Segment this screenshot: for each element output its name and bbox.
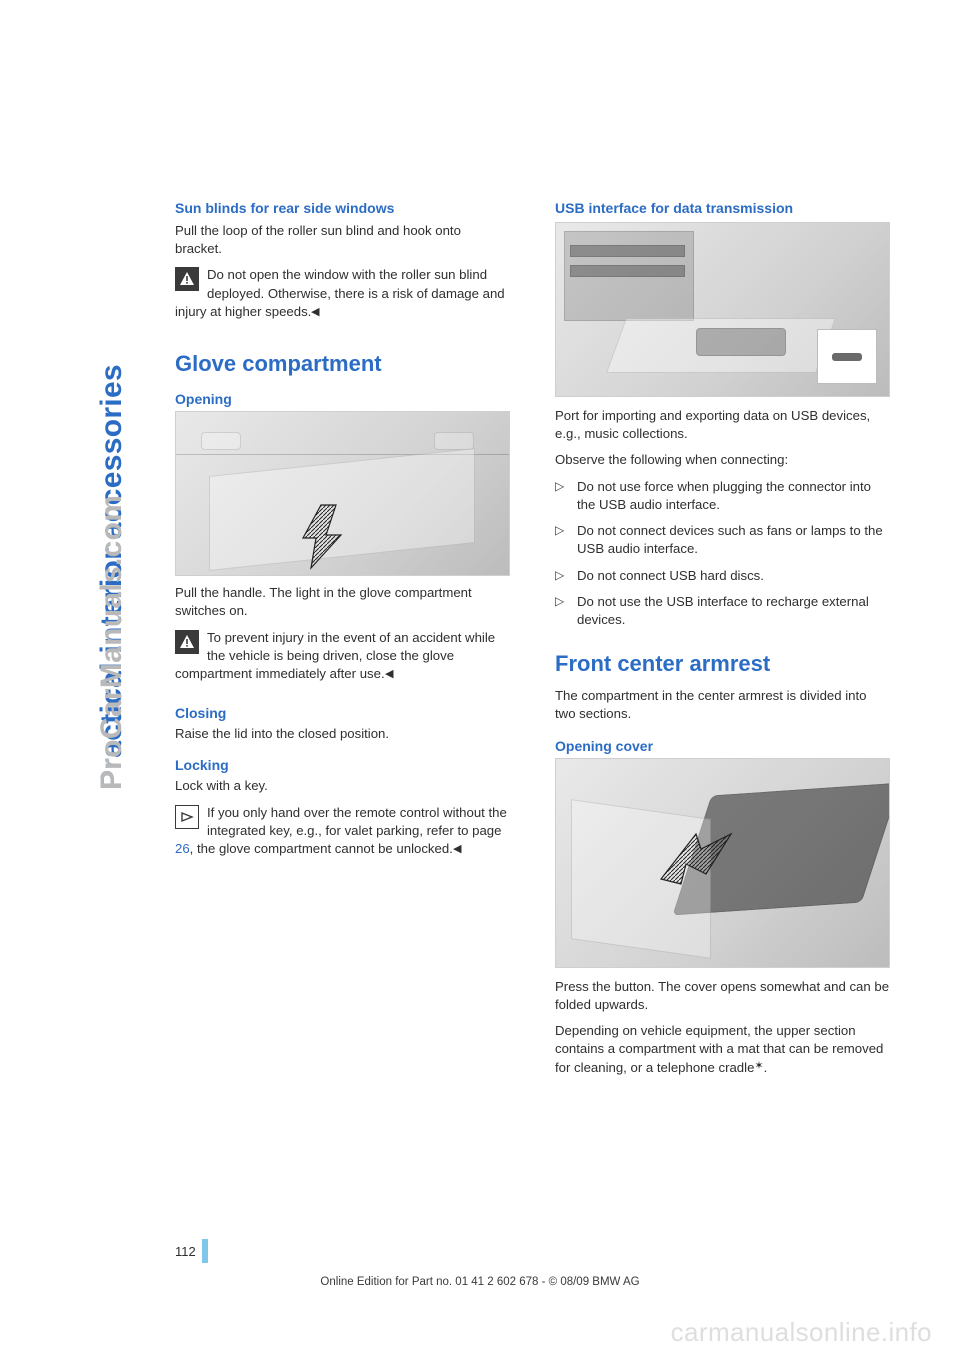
footnote-star: ✶: [754, 1060, 763, 1072]
heading-sun-blinds: Sun blinds for rear side windows: [175, 200, 510, 216]
page-number-bar: [202, 1239, 208, 1263]
warning-glove-span: To prevent injury in the event of an acc…: [175, 630, 495, 681]
usb-bullet: Do not use force when plugging the conne…: [555, 478, 890, 514]
section-side-label: Practical interior accessories ProCarMan…: [95, 364, 129, 790]
figure-usb-interface: [555, 222, 890, 397]
armrest-p1: The compartment in the center armrest is…: [555, 687, 890, 723]
right-column: USB interface for data transmission Port…: [555, 200, 890, 1085]
warning-sun-blinds: Do not open the window with the roller s…: [175, 266, 510, 329]
side-watermark: ProCarManuals.com: [95, 495, 129, 790]
locking-body: Lock with a key.: [175, 777, 510, 795]
end-marker: ▶: [385, 667, 393, 682]
end-marker: ▶: [453, 842, 461, 857]
heading-glove-compartment: Glove compartment: [175, 351, 510, 377]
warning-sun-blinds-text: Do not open the window with the roller s…: [175, 266, 510, 321]
armrest-p2: Press the button. The cover opens somewh…: [555, 978, 890, 1014]
info-valet: If you only hand over the remote control…: [175, 804, 510, 867]
usb-bullet-list: Do not use force when plugging the conne…: [555, 478, 890, 630]
armrest-p3-text: Depending on vehicle equipment, the uppe…: [555, 1023, 883, 1074]
info-valet-text: If you only hand over the remote control…: [175, 804, 510, 859]
figure-armrest: [555, 758, 890, 968]
info-icon: [175, 805, 199, 829]
usb-bullet: Do not connect devices such as fans or l…: [555, 522, 890, 558]
heading-locking: Locking: [175, 757, 510, 773]
warning-icon: [175, 630, 199, 654]
heading-usb: USB interface for data transmission: [555, 200, 890, 216]
page-number-block: 112: [175, 1239, 208, 1263]
warning-icon: [175, 267, 199, 291]
usb-bullet: Do not use the USB interface to recharge…: [555, 593, 890, 629]
page-number: 112: [175, 1244, 196, 1259]
warning-sun-blinds-span: Do not open the window with the roller s…: [175, 267, 505, 318]
bottom-watermark: carmanualsonline.info: [671, 1317, 932, 1348]
heading-armrest: Front center armrest: [555, 651, 890, 677]
arrow-icon: [291, 500, 351, 570]
heading-opening-cover: Opening cover: [555, 738, 890, 754]
sun-blinds-body: Pull the loop of the roller sun blind an…: [175, 222, 510, 258]
left-column: Sun blinds for rear side windows Pull th…: [175, 200, 510, 1085]
armrest-p3: Depending on vehicle equipment, the uppe…: [555, 1022, 890, 1077]
end-marker: ▶: [311, 305, 319, 320]
info-valet-post: , the glove compartment cannot be unlock…: [190, 841, 453, 856]
figure-glove-compartment: [175, 411, 510, 576]
content-columns: Sun blinds for rear side windows Pull th…: [175, 200, 890, 1085]
page-ref-link[interactable]: 26: [175, 841, 190, 856]
usb-bullet: Do not connect USB hard discs.: [555, 567, 890, 585]
info-valet-pre: If you only hand over the remote control…: [207, 805, 507, 838]
usb-p2: Observe the following when connecting:: [555, 451, 890, 469]
arrow-icon: [651, 824, 741, 894]
warning-glove-text: To prevent injury in the event of an acc…: [175, 629, 510, 684]
figure-inset-usb-port: [817, 329, 877, 384]
glove-opening-body: Pull the handle. The light in the glove …: [175, 584, 510, 620]
warning-glove: To prevent injury in the event of an acc…: [175, 629, 510, 692]
usb-p1: Port for importing and exporting data on…: [555, 407, 890, 443]
heading-closing: Closing: [175, 705, 510, 721]
closing-body: Raise the lid into the closed position.: [175, 725, 510, 743]
heading-opening: Opening: [175, 391, 510, 407]
footer-edition-line: Online Edition for Part no. 01 41 2 602 …: [0, 1276, 960, 1288]
manual-page: Practical interior accessories ProCarMan…: [0, 0, 960, 1358]
